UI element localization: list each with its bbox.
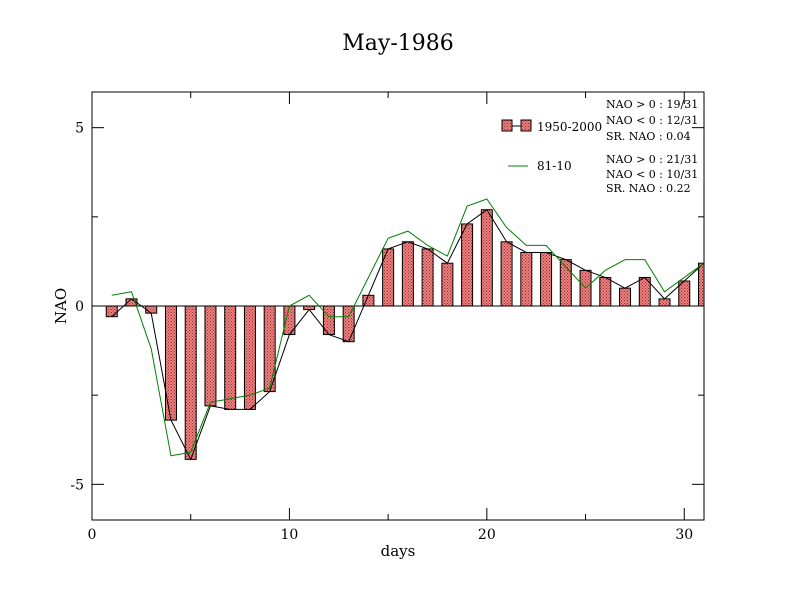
bar-day-7: [224, 305, 237, 410]
y-axis-label: NAO: [52, 288, 70, 324]
stats-nao-neg: NAO < 0 : 12/31: [606, 114, 698, 127]
stats-sr-nao: SR. NAO : 0.04: [606, 130, 691, 143]
bar-day-4: [164, 305, 177, 421]
bar-day-26: [599, 276, 612, 307]
stats-nao-pos: NAO > 0 : 21/31: [606, 153, 698, 166]
series-line-81-10: [111, 198, 704, 457]
stats-sr-nao: SR. NAO : 0.22: [606, 182, 691, 195]
bar-day-17: [421, 248, 434, 307]
legend-bar-swatch: [520, 119, 532, 132]
stats-nao-pos: NAO > 0 : 19/31: [606, 98, 698, 111]
y-tick-label: 5: [75, 121, 84, 137]
bar-series: [105, 209, 704, 460]
bar-day-1: [105, 305, 118, 318]
bar-day-16: [401, 241, 414, 307]
bar-day-21: [500, 241, 513, 307]
bar-day-29: [658, 298, 671, 307]
stats-block: NAO > 0 : 19/31 NAO < 0 : 12/31 SR. NAO …: [606, 98, 698, 195]
bar-day-27: [619, 287, 632, 307]
bar-day-3: [145, 305, 158, 314]
y-tick-label: 0: [75, 299, 84, 315]
bar-day-5: [184, 305, 197, 460]
bar-day-13: [342, 305, 355, 343]
x-axis-label: days: [381, 542, 416, 560]
bar-day-9: [263, 305, 276, 393]
legend-label-81-10: 81-10: [537, 159, 572, 173]
legend-label-1950-2000: 1950-2000: [537, 120, 602, 134]
bar-series-line: [111, 208, 704, 461]
x-tick-label: 10: [281, 527, 299, 543]
axis-ticks: 0 10 20 30 -5 0 5: [70, 92, 704, 543]
chart-title: May-1986: [342, 31, 454, 56]
legend: 1950-2000 81-10: [501, 119, 602, 173]
legend-bar-swatch: [501, 119, 513, 132]
bar-day-19: [461, 223, 474, 307]
bar-day-31: [698, 262, 704, 307]
x-tick-label: 20: [478, 527, 496, 543]
bar-day-22: [520, 252, 533, 307]
stats-nao-neg: NAO < 0 : 10/31: [606, 168, 698, 181]
line-series: [92, 198, 704, 461]
x-tick-label: 0: [88, 527, 97, 543]
x-tick-label: 30: [675, 527, 693, 543]
bar-day-20: [480, 209, 493, 307]
y-tick-label: -5: [70, 477, 84, 493]
bar-day-23: [540, 252, 553, 307]
bar-day-18: [441, 262, 454, 307]
bar-day-6: [204, 305, 217, 407]
